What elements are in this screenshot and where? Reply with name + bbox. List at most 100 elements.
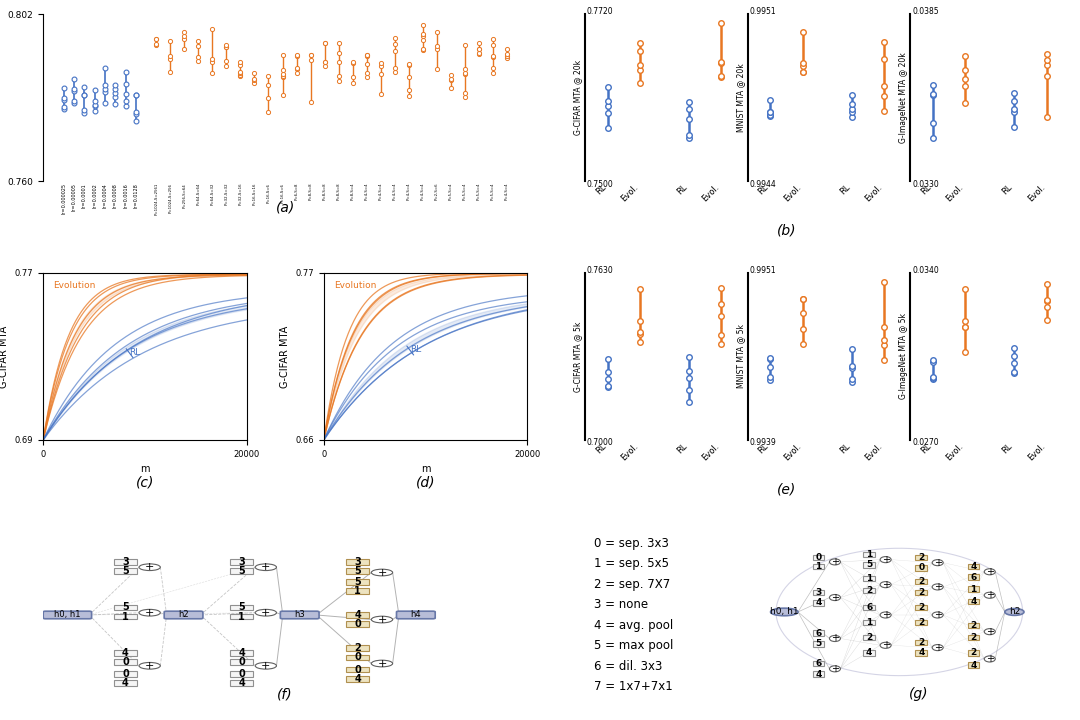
Text: P=8,S=8: P=8,S=8 <box>323 183 326 200</box>
Text: 4: 4 <box>239 678 245 688</box>
Text: (e): (e) <box>777 482 796 496</box>
Text: +: + <box>831 664 839 674</box>
Text: +: + <box>261 661 270 671</box>
FancyBboxPatch shape <box>113 568 137 574</box>
Y-axis label: MNIST MTA @ 5k: MNIST MTA @ 5k <box>737 325 745 388</box>
Text: 0: 0 <box>354 619 361 629</box>
FancyBboxPatch shape <box>347 676 369 682</box>
Circle shape <box>255 609 276 616</box>
Text: 2: 2 <box>354 644 361 653</box>
Text: Evolution: Evolution <box>334 282 376 290</box>
Text: 4 = avg. pool: 4 = avg. pool <box>594 618 673 631</box>
Text: 4: 4 <box>354 674 361 684</box>
Text: P=5,S=4: P=5,S=4 <box>490 183 495 200</box>
Text: 5: 5 <box>815 639 822 648</box>
Text: (a): (a) <box>275 200 295 215</box>
Text: +: + <box>986 626 994 636</box>
Text: 4: 4 <box>122 648 129 658</box>
Circle shape <box>372 660 393 667</box>
Text: +: + <box>986 654 994 664</box>
Text: +: + <box>934 642 942 652</box>
Text: lr=0.000025: lr=0.000025 <box>62 183 66 214</box>
Text: P=6,S=8: P=6,S=8 <box>295 183 298 200</box>
Text: 0.9939: 0.9939 <box>750 438 777 447</box>
FancyBboxPatch shape <box>916 620 927 625</box>
Circle shape <box>255 564 276 570</box>
Circle shape <box>829 559 840 565</box>
Text: P=1024,S=2561: P=1024,S=2561 <box>154 183 159 215</box>
FancyBboxPatch shape <box>347 621 369 627</box>
FancyBboxPatch shape <box>113 605 137 611</box>
FancyBboxPatch shape <box>968 587 980 592</box>
Text: P=8,S=4: P=8,S=4 <box>351 183 354 200</box>
Text: 5: 5 <box>354 577 361 587</box>
Text: +: + <box>881 610 890 620</box>
FancyBboxPatch shape <box>43 611 92 618</box>
Text: 5: 5 <box>122 603 129 613</box>
FancyBboxPatch shape <box>968 662 980 667</box>
Circle shape <box>984 593 996 598</box>
FancyBboxPatch shape <box>916 650 927 656</box>
Text: +: + <box>831 557 839 567</box>
Text: 6: 6 <box>866 603 873 612</box>
Text: 0: 0 <box>918 564 924 572</box>
Text: 5: 5 <box>122 566 129 576</box>
Circle shape <box>372 570 393 576</box>
Circle shape <box>829 636 840 642</box>
Text: h0, h1: h0, h1 <box>770 608 798 616</box>
FancyBboxPatch shape <box>281 611 319 618</box>
Text: P=32,S=32: P=32,S=32 <box>225 183 229 205</box>
FancyBboxPatch shape <box>863 605 875 610</box>
Text: 4: 4 <box>354 610 361 620</box>
Text: 1 = sep. 5x5: 1 = sep. 5x5 <box>594 557 669 570</box>
FancyBboxPatch shape <box>347 667 369 672</box>
Text: +: + <box>145 562 154 572</box>
Text: +: + <box>934 582 942 592</box>
Circle shape <box>880 612 891 618</box>
Text: +: + <box>261 608 270 618</box>
Text: 3: 3 <box>815 588 822 597</box>
Text: 3 = none: 3 = none <box>594 598 648 611</box>
Text: +: + <box>377 659 387 668</box>
FancyBboxPatch shape <box>968 575 980 580</box>
Circle shape <box>372 616 393 623</box>
Text: 1: 1 <box>866 618 873 627</box>
Text: 0.0270: 0.0270 <box>912 438 939 447</box>
Text: 2: 2 <box>918 638 924 647</box>
Text: 7 = 1x7+7x1: 7 = 1x7+7x1 <box>594 680 673 693</box>
Circle shape <box>139 662 160 669</box>
Circle shape <box>880 557 891 562</box>
Text: 0: 0 <box>815 553 822 562</box>
Circle shape <box>829 595 840 600</box>
FancyBboxPatch shape <box>347 559 369 564</box>
FancyBboxPatch shape <box>968 650 980 656</box>
Text: Evolution: Evolution <box>53 282 96 290</box>
Text: h3: h3 <box>295 611 305 619</box>
Text: P=16,S=16: P=16,S=16 <box>253 183 256 205</box>
Text: P=8,S=8: P=8,S=8 <box>309 183 312 200</box>
Text: 0.7630: 0.7630 <box>586 266 613 274</box>
Text: lr=0.00005: lr=0.00005 <box>71 183 77 211</box>
Text: 1: 1 <box>354 585 361 595</box>
Text: 4: 4 <box>815 670 822 679</box>
Text: P=5,S=4: P=5,S=4 <box>476 183 481 200</box>
Text: P=64,S=32: P=64,S=32 <box>211 183 215 205</box>
FancyBboxPatch shape <box>113 559 137 564</box>
FancyBboxPatch shape <box>916 554 927 560</box>
Circle shape <box>932 559 943 566</box>
Text: P=4,S=4: P=4,S=4 <box>420 183 424 200</box>
Text: P=4,S=4: P=4,S=4 <box>406 183 410 200</box>
FancyBboxPatch shape <box>813 672 824 677</box>
FancyBboxPatch shape <box>813 590 824 595</box>
Circle shape <box>984 629 996 635</box>
Text: 6 = dil. 3x3: 6 = dil. 3x3 <box>594 660 662 672</box>
Text: P=16,S=6: P=16,S=6 <box>281 183 284 203</box>
Text: +: + <box>831 634 839 644</box>
FancyBboxPatch shape <box>347 645 369 651</box>
Text: 0: 0 <box>122 657 129 667</box>
Text: 3: 3 <box>122 557 129 567</box>
FancyBboxPatch shape <box>113 613 137 619</box>
Text: 3: 3 <box>239 557 245 567</box>
Text: 4: 4 <box>918 649 924 657</box>
Text: 4: 4 <box>866 649 873 657</box>
